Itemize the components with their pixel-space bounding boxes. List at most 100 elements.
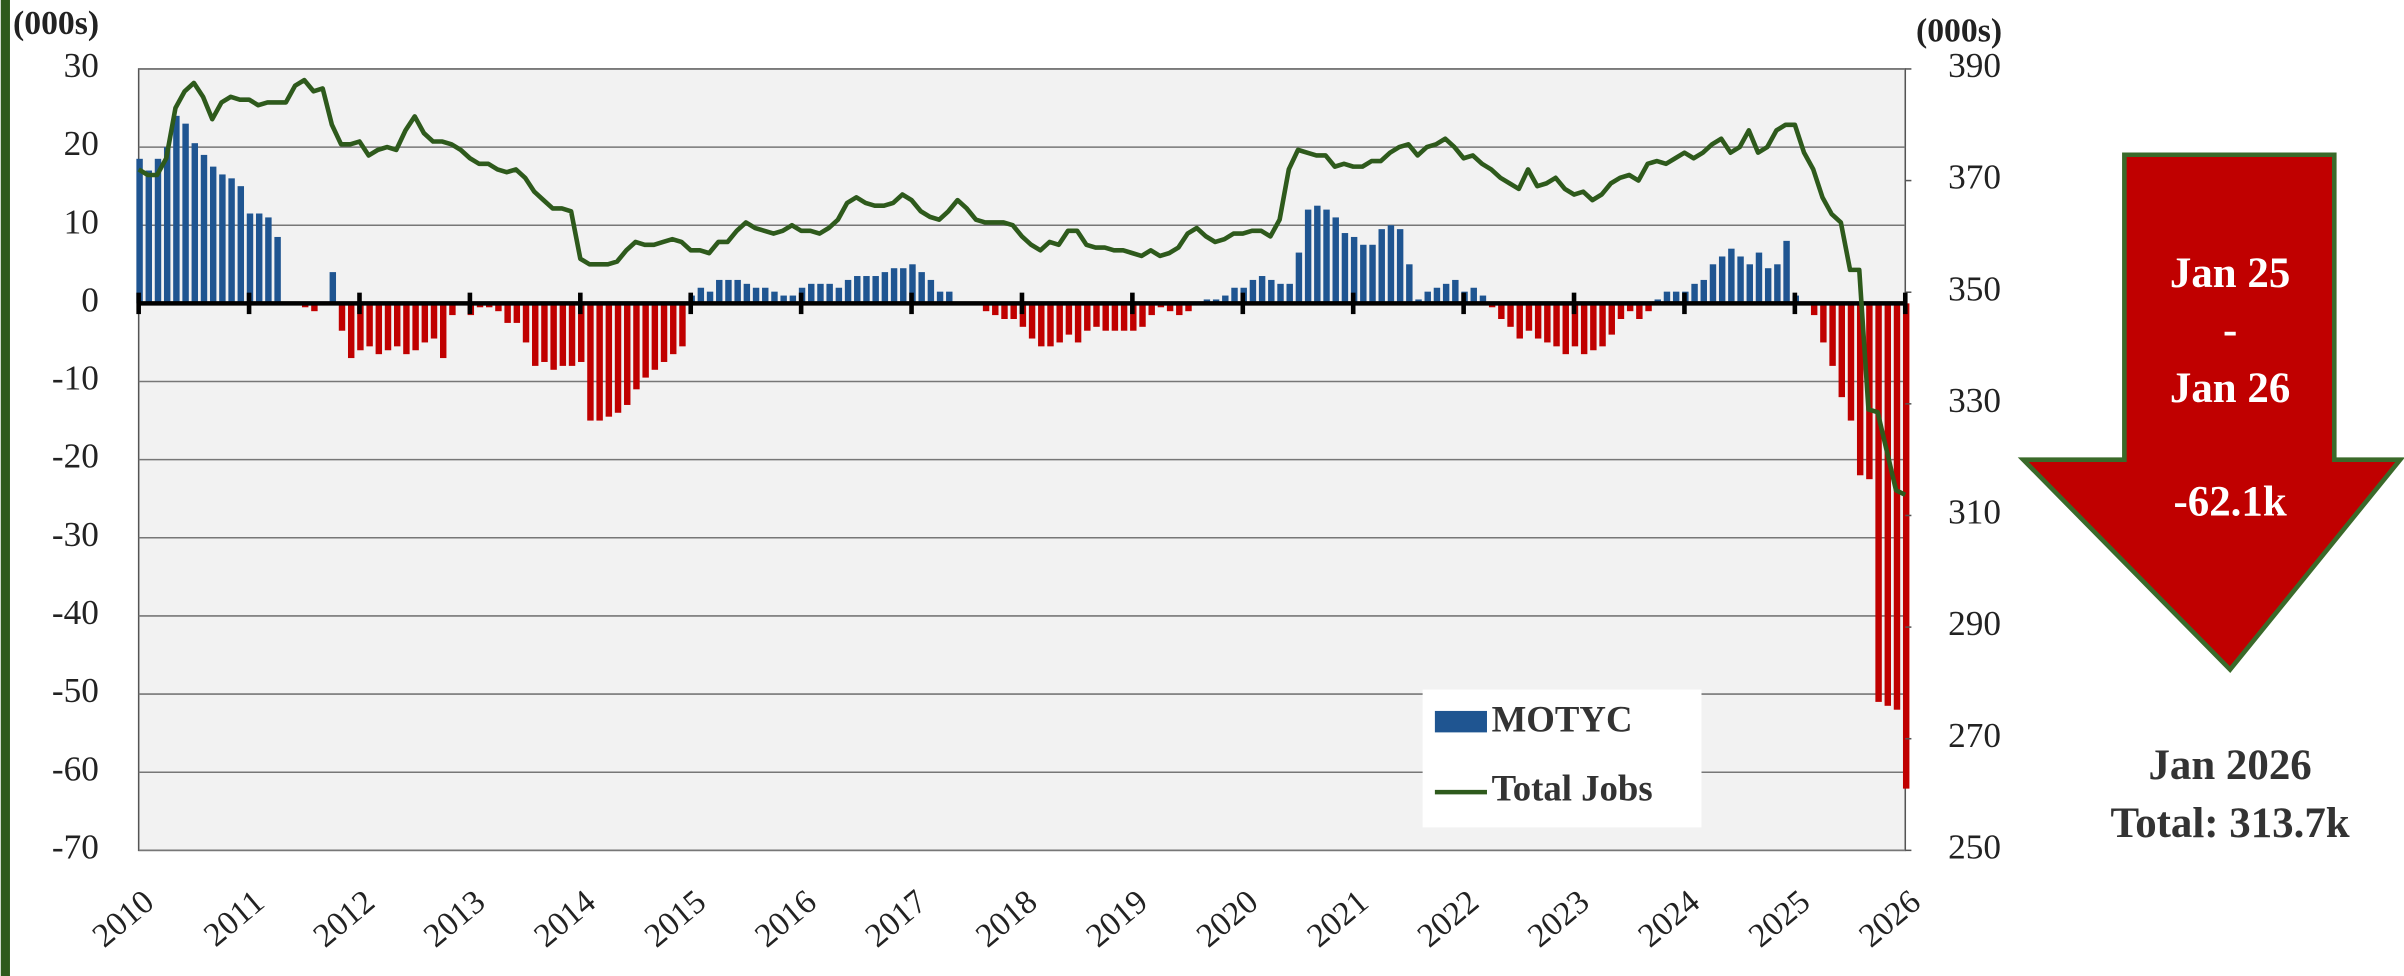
y-tick-label: 0 [81, 280, 99, 319]
bar [421, 303, 429, 343]
bar [513, 303, 521, 323]
bar [780, 295, 787, 304]
bar [1599, 303, 1606, 347]
bar [1764, 268, 1772, 304]
bar [890, 268, 898, 304]
bar [1783, 240, 1790, 304]
bar [154, 158, 162, 304]
bar [1755, 252, 1763, 304]
bar [1884, 303, 1892, 706]
y2-axis-label: (000s) [1916, 12, 2002, 49]
bar [1562, 303, 1569, 355]
bar [1525, 303, 1533, 331]
annotation-text: -62.1k [2173, 478, 2286, 525]
bar [1120, 303, 1128, 331]
bar [918, 272, 925, 304]
x-tick-label: 2022 [1411, 883, 1486, 955]
y2-tick-label: 390 [1948, 46, 2001, 85]
bar [716, 279, 723, 304]
bar [1571, 303, 1579, 347]
annotation-text: - [2223, 307, 2237, 354]
bar [1130, 303, 1137, 331]
bar [1672, 291, 1680, 304]
bar [1626, 303, 1634, 312]
y-tick-label: -40 [52, 593, 99, 632]
bar [219, 174, 226, 304]
bar [1176, 303, 1183, 316]
bar [992, 303, 999, 316]
bar [440, 303, 447, 359]
bar [982, 303, 990, 312]
bar [946, 291, 953, 304]
line [137, 77, 1907, 497]
bar [1369, 244, 1376, 304]
bar [1396, 229, 1404, 304]
bar [393, 303, 401, 347]
bar [762, 287, 769, 304]
y-axis-label: (000s) [13, 5, 99, 42]
bar [173, 115, 180, 304]
x-tick-label: 2024 [1631, 883, 1707, 955]
bar [854, 276, 861, 304]
bar [1433, 287, 1441, 304]
bar [403, 303, 410, 355]
bar [1737, 256, 1744, 304]
x-tick-label: 2017 [859, 883, 934, 955]
bar [771, 291, 778, 304]
lines [137, 77, 1907, 497]
bar [449, 303, 456, 316]
bar [844, 279, 852, 304]
bar [633, 303, 640, 390]
bar [1580, 303, 1588, 355]
bar [1810, 303, 1818, 316]
bar [182, 123, 189, 304]
bar [624, 303, 631, 405]
annotation-arrow [2017, 152, 2404, 674]
bar [1728, 248, 1735, 304]
legend-label: MOTYC [1492, 699, 1633, 740]
bars [136, 115, 1910, 789]
bar [1332, 217, 1339, 304]
bar [651, 303, 659, 370]
bar [706, 291, 714, 304]
bar [163, 147, 171, 304]
bar [725, 279, 732, 304]
x-tick-label: 2012 [306, 883, 381, 955]
y-tick-label: -70 [52, 827, 99, 866]
x-tick-label: 2025 [1742, 883, 1817, 955]
y-tick-label: 10 [64, 202, 99, 241]
bar [357, 303, 364, 351]
bar [1019, 303, 1027, 327]
bar [145, 170, 153, 304]
bar [550, 303, 557, 370]
legend: MOTYC Total Jobs [1434, 699, 1653, 809]
bar [743, 283, 751, 304]
bar [1856, 303, 1864, 476]
x-tick-label: 2016 [748, 883, 823, 955]
grid [138, 68, 1906, 852]
annotation-text: Jan 25 [2170, 250, 2290, 297]
y2-tick-label: 270 [1948, 716, 2001, 755]
bar [1323, 209, 1330, 304]
bar [1286, 283, 1293, 304]
left-strip [0, 0, 10, 976]
y2-tick-label: 310 [1948, 493, 2001, 532]
y-tick-label: -50 [52, 671, 99, 710]
y-tick-label: -30 [52, 515, 99, 554]
bar [338, 303, 346, 331]
bar [1663, 291, 1671, 304]
legend-label: Total Jobs [1492, 768, 1653, 809]
bar [1148, 303, 1155, 316]
y2-tick-label: 350 [1948, 269, 2001, 308]
bar [1295, 252, 1303, 304]
bar [872, 276, 879, 304]
y-tick-label: 20 [64, 124, 99, 163]
bar [1084, 303, 1091, 331]
bar [1249, 279, 1257, 304]
bar [1590, 303, 1597, 351]
bar [1056, 303, 1063, 343]
bar [817, 283, 824, 304]
bar [679, 303, 686, 347]
legend-swatch [1434, 710, 1487, 733]
